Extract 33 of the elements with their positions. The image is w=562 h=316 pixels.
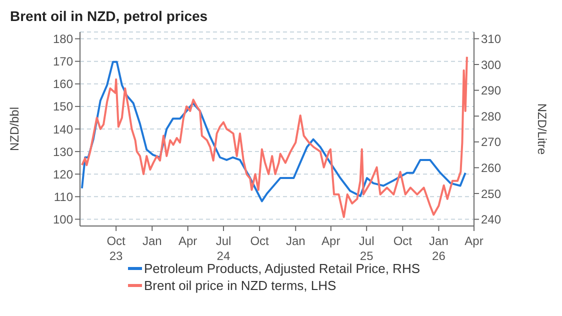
x-tick-label: Jan 26 [429,234,448,263]
y2-axis-title: NZD/Litre [534,103,549,155]
x-tick-label: Apr [322,234,340,248]
y-tick-label: 170 [52,54,74,69]
x-tick-label: Jul 24 [216,234,232,263]
legend-label: Petroleum Products, Adjusted Retail Price, RHS [144,260,420,277]
x-tick-label: Oct 23 [106,234,126,263]
y2-tick-label: 290 [481,84,502,98]
y-tick-label: 110 [54,190,74,204]
y2-tick-label: 270 [481,135,502,150]
x-tick-label: Jul 25 [358,234,374,263]
x-tick-label: Oct [250,234,270,248]
x-tick-label: Jan [286,234,306,248]
x-tick-label: Jan [142,234,162,248]
y-tick-label: 160 [52,77,74,92]
y-tick-label: 120 [52,167,74,182]
y-tick-label: 130 [52,144,74,159]
y-tick-label: 140 [52,122,74,136]
y-tick-label: 150 [52,100,74,114]
y2-tick-label: 280 [481,109,502,124]
y2-tick-label: 260 [481,160,502,175]
y-axis-title: NZD/bbl [7,106,22,152]
y2-tick-label: 240 [481,212,502,227]
chart-title: Brent oil in NZD, petrol prices [9,8,209,26]
y2-tick-label: 250 [481,186,502,201]
y2-tick-label: 300 [481,58,502,72]
x-tick-label: Apr [464,234,484,248]
legend-label: Brent oil price in NZD terms, LHS [144,277,336,294]
x-tick-label: Apr [178,234,198,248]
y-tick-label: 180 [52,32,74,46]
y-tick-label: 100 [52,212,74,226]
y2-tick-label: 310 [481,32,502,46]
x-tick-label: Oct [393,234,413,248]
